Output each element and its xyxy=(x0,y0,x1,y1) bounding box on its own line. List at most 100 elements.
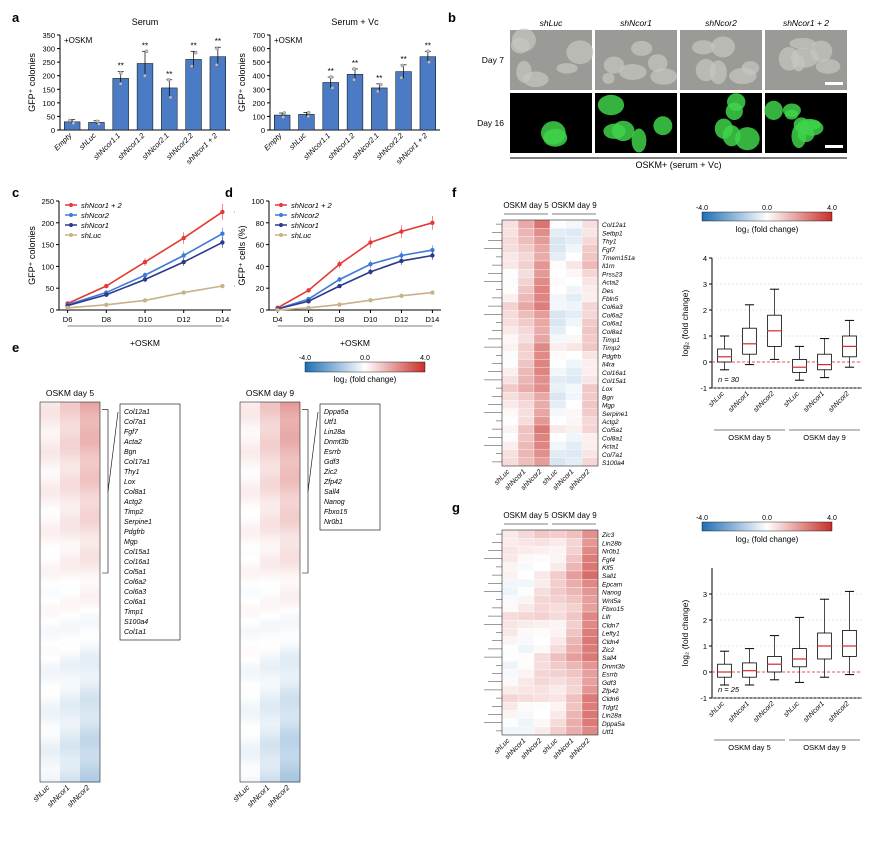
svg-text:0: 0 xyxy=(703,668,707,677)
svg-text:**: ** xyxy=(425,41,431,50)
svg-text:log₂ (fold change): log₂ (fold change) xyxy=(680,290,690,357)
svg-text:shNcor1: shNcor1 xyxy=(728,700,751,723)
svg-text:+OSKM: +OSKM xyxy=(64,36,93,45)
svg-text:D10: D10 xyxy=(364,315,378,324)
svg-text:OSKM day 5: OSKM day 5 xyxy=(46,388,94,398)
svg-text:shNcor2: shNcor2 xyxy=(65,782,92,809)
svg-text:0: 0 xyxy=(260,306,264,315)
svg-text:4.0: 4.0 xyxy=(827,515,837,522)
svg-text:0.0: 0.0 xyxy=(762,515,772,522)
svg-text:S100a4: S100a4 xyxy=(124,619,148,626)
svg-text:Tmem151a: Tmem151a xyxy=(602,255,635,262)
svg-text:50: 50 xyxy=(47,112,55,121)
svg-text:OSKM+ (serum + Vc): OSKM+ (serum + Vc) xyxy=(635,160,721,170)
svg-text:250: 250 xyxy=(42,58,55,67)
svg-text:0.0: 0.0 xyxy=(360,355,370,362)
panel-label-a: a xyxy=(12,10,19,25)
svg-text:Lin28a: Lin28a xyxy=(602,713,622,720)
svg-text:500: 500 xyxy=(252,58,265,67)
svg-text:80: 80 xyxy=(256,219,264,228)
micrograph-grid: shLucshNcor1shNcor2shNcor1 + 2Day 7Day 1… xyxy=(462,16,882,191)
svg-text:shNcor1: shNcor1 xyxy=(803,700,826,723)
svg-text:OSKM day 5: OSKM day 5 xyxy=(728,743,771,752)
svg-text:**: ** xyxy=(328,67,334,76)
svg-text:Col12a1: Col12a1 xyxy=(124,409,150,416)
svg-text:300: 300 xyxy=(252,85,265,94)
svg-text:0: 0 xyxy=(51,126,55,135)
svg-text:Acta1: Acta1 xyxy=(601,444,619,451)
svg-text:Utf1: Utf1 xyxy=(324,419,337,426)
svg-text:Gdf3: Gdf3 xyxy=(602,680,616,687)
svg-text:shNcor1: shNcor1 xyxy=(728,390,751,413)
svg-text:Col5a1: Col5a1 xyxy=(602,427,623,434)
bar-chart-serum: Serum+OSKM050100150200250300350GFP⁺ colo… xyxy=(25,15,235,190)
svg-text:Col7a1: Col7a1 xyxy=(124,419,146,426)
svg-text:Epcam: Epcam xyxy=(602,581,623,588)
svg-text:400: 400 xyxy=(252,72,265,81)
svg-text:shLuc: shLuc xyxy=(291,231,311,240)
svg-text:350: 350 xyxy=(42,31,55,40)
svg-text:Timp1: Timp1 xyxy=(124,609,143,616)
svg-text:Sall4: Sall4 xyxy=(602,655,617,662)
svg-text:shLuc: shLuc xyxy=(708,700,727,719)
svg-text:3: 3 xyxy=(703,590,707,599)
svg-text:shLuc: shLuc xyxy=(783,700,802,719)
svg-text:OSKM day 9: OSKM day 9 xyxy=(803,743,846,752)
svg-text:Dppa5a: Dppa5a xyxy=(324,409,349,416)
svg-text:D14: D14 xyxy=(426,315,440,324)
svg-text:-1: -1 xyxy=(700,694,707,703)
svg-text:Cldn4: Cldn4 xyxy=(602,639,619,646)
svg-text:Dnmt3b: Dnmt3b xyxy=(602,663,625,670)
svg-text:Nanog: Nanog xyxy=(324,499,345,506)
svg-text:Col6a1: Col6a1 xyxy=(602,321,623,328)
svg-text:Lin28a: Lin28a xyxy=(324,429,345,436)
svg-text:Col5a1: Col5a1 xyxy=(124,569,146,576)
svg-text:Klf5: Klf5 xyxy=(602,565,614,572)
svg-text:shNcor2: shNcor2 xyxy=(81,211,110,220)
svg-text:Empty: Empty xyxy=(52,130,74,152)
svg-text:log₂ (fold change): log₂ (fold change) xyxy=(736,535,799,544)
svg-text:4.0: 4.0 xyxy=(827,205,837,212)
svg-text:2: 2 xyxy=(703,616,707,625)
svg-text:Serpine1: Serpine1 xyxy=(124,519,152,526)
svg-text:Col6a2: Col6a2 xyxy=(602,312,623,319)
svg-text:Col6a3: Col6a3 xyxy=(602,304,623,311)
svg-text:D8: D8 xyxy=(102,315,112,324)
svg-text:250: 250 xyxy=(41,197,54,206)
svg-text:1: 1 xyxy=(703,642,707,651)
svg-text:+OSKM: +OSKM xyxy=(274,36,303,45)
svg-text:shNcor2: shNcor2 xyxy=(753,390,776,413)
svg-text:Fbln5: Fbln5 xyxy=(602,296,619,303)
svg-text:Col7a1: Col7a1 xyxy=(602,452,623,459)
svg-text:Lox: Lox xyxy=(602,386,613,393)
svg-text:Sall1: Sall1 xyxy=(602,573,617,580)
svg-text:Acta2: Acta2 xyxy=(123,439,142,446)
svg-text:Col1a1: Col1a1 xyxy=(124,629,146,636)
svg-text:Utf1: Utf1 xyxy=(602,729,614,736)
svg-text:600: 600 xyxy=(252,45,265,54)
svg-text:300: 300 xyxy=(42,45,55,54)
svg-text:Col16a1: Col16a1 xyxy=(124,559,150,566)
svg-text:Gdf3: Gdf3 xyxy=(324,459,339,466)
svg-text:Thy1: Thy1 xyxy=(124,469,140,476)
panel-label-b: b xyxy=(448,10,456,25)
svg-text:shNcor1 + 2: shNcor1 + 2 xyxy=(291,201,332,210)
svg-text:Lefty1: Lefty1 xyxy=(602,631,620,638)
svg-text:Col16a1: Col16a1 xyxy=(602,370,627,377)
svg-text:Dnmt3b: Dnmt3b xyxy=(324,439,349,446)
svg-text:1: 1 xyxy=(703,332,707,341)
panel-label-f: f xyxy=(452,185,456,200)
svg-text:shLuc: shLuc xyxy=(81,231,101,240)
svg-text:Serpine1: Serpine1 xyxy=(602,411,628,418)
svg-text:2: 2 xyxy=(703,306,707,315)
svg-text:Col6a2: Col6a2 xyxy=(124,579,146,586)
svg-text:Prss23: Prss23 xyxy=(602,271,623,278)
svg-text:Actg2: Actg2 xyxy=(601,419,619,426)
svg-text:OSKM day 9: OSKM day 9 xyxy=(803,433,846,442)
svg-text:OSKM day 9: OSKM day 9 xyxy=(551,201,597,210)
svg-text:Il4ra: Il4ra xyxy=(602,362,615,369)
svg-text:OSKM day 9: OSKM day 9 xyxy=(246,388,294,398)
svg-text:0.0: 0.0 xyxy=(762,205,772,212)
svg-text:60: 60 xyxy=(256,241,264,250)
svg-text:D12: D12 xyxy=(177,315,191,324)
